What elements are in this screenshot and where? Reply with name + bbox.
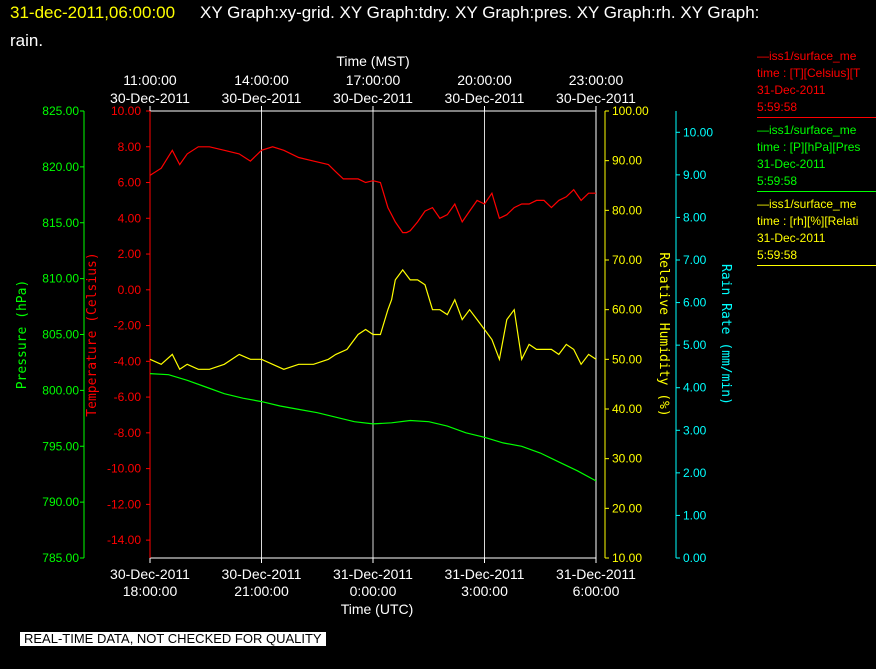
temperature-tick-label: -6.00 xyxy=(114,390,142,404)
x-bottom-tick-date: 31-Dec-2011 xyxy=(445,566,525,582)
pressure-tick-label: 825.00 xyxy=(42,104,79,118)
legend-time: 5:59:58 xyxy=(757,100,798,114)
humidity-tick-label: 90.00 xyxy=(612,154,642,168)
legend-variable: time : [rh][%][Relati xyxy=(757,214,859,228)
legend-date: 31-Dec-2011 xyxy=(757,231,826,245)
x-bottom-tick-date: 31-Dec-2011 xyxy=(556,566,636,582)
rain-tick-label: 7.00 xyxy=(683,253,707,267)
pressure-tick-label: 790.00 xyxy=(42,495,79,509)
legend-separator xyxy=(757,191,876,192)
legend-date: 31-Dec-2011 xyxy=(757,157,826,171)
legend-separator xyxy=(757,117,876,118)
pressure-tick-label: 800.00 xyxy=(42,383,79,397)
x-top-tick-date: 30-Dec-2011 xyxy=(222,90,302,106)
rain-tick-label: 0.00 xyxy=(683,551,707,565)
x-top-tick-date: 30-Dec-2011 xyxy=(333,90,413,106)
x-top-axis-title: Time (MST) xyxy=(336,53,409,69)
temperature-series-line xyxy=(149,146,596,234)
temperature-axis-title: Temperature (Celsius) xyxy=(85,252,100,416)
x-bottom-tick-time: 3:00:00 xyxy=(461,583,508,599)
x-bottom-tick-time: 0:00:00 xyxy=(350,583,397,599)
rain-tick-label: 10.00 xyxy=(683,125,713,139)
rain-tick-label: 3.00 xyxy=(683,423,707,437)
x-top-tick-date: 30-Dec-2011 xyxy=(110,90,190,106)
header-graph-titles: XY Graph:xy-grid. XY Graph:tdry. XY Grap… xyxy=(200,3,760,22)
legend-series-label: —iss1/surface_me xyxy=(757,197,857,211)
temperature-tick-label: 0.00 xyxy=(118,283,142,297)
humidity-tick-label: 20.00 xyxy=(612,501,642,515)
x-bottom-tick-time: 6:00:00 xyxy=(573,583,620,599)
rain-tick-label: 6.00 xyxy=(683,296,707,310)
humidity-tick-label: 100.00 xyxy=(612,104,649,118)
legend-series-label: —iss1/surface_me xyxy=(757,49,857,63)
x-top-tick-date: 30-Dec-2011 xyxy=(556,90,636,106)
legend-time: 5:59:58 xyxy=(757,174,798,188)
rain-axis-title: Rain Rate (mm/min) xyxy=(718,264,733,405)
rain-tick-label: 5.00 xyxy=(683,338,707,352)
axes: 825.00 820.00 815.00 810.00 805.00 800.00 795.… xyxy=(15,104,733,565)
header-graph-titles-cont: rain. xyxy=(10,31,44,50)
pressure-tick-label: 805.00 xyxy=(42,328,79,342)
x-bottom-tick-time: 18:00:00 xyxy=(123,583,178,599)
x-bottom-tick-date: 30-Dec-2011 xyxy=(110,566,190,582)
temperature-tick-label: -2.00 xyxy=(114,319,142,333)
temperature-tick-label: -12.00 xyxy=(107,497,141,511)
legend-separator xyxy=(757,265,876,266)
temperature-tick-label: -4.00 xyxy=(114,354,142,368)
temperature-tick-label: 2.00 xyxy=(118,247,142,261)
humidity-tick-label: 80.00 xyxy=(612,203,642,217)
humidity-tick-label: 30.00 xyxy=(612,452,642,466)
x-top-tick-time: 20:00:00 xyxy=(457,72,512,88)
temperature-tick-label: 10.00 xyxy=(111,104,141,118)
pressure-tick-label: 785.00 xyxy=(42,551,79,565)
humidity-tick-label: 40.00 xyxy=(612,402,642,416)
humidity-series-line xyxy=(149,268,597,371)
x-top-tick-time: 23:00:00 xyxy=(569,72,624,88)
rain-tick-label: 8.00 xyxy=(683,210,707,224)
x-bottom-tick-date: 31-Dec-2011 xyxy=(333,566,413,582)
temperature-tick-label: -14.00 xyxy=(107,533,141,547)
pressure-series-line xyxy=(149,373,597,482)
pressure-tick-label: 815.00 xyxy=(42,216,79,230)
header-timestamp: 31-dec-2011,06:00:00 xyxy=(10,3,176,22)
series xyxy=(149,146,597,482)
temperature-tick-label: 6.00 xyxy=(118,176,142,190)
pressure-tick-label: 810.00 xyxy=(42,272,79,286)
quality-warning-banner: REAL-TIME DATA, NOT CHECKED FOR QUALITY xyxy=(20,632,326,646)
temperature-tick-label: 4.00 xyxy=(118,211,142,225)
legend-time: 5:59:58 xyxy=(757,248,798,262)
legend-variable: time : [P][hPa][Pres xyxy=(757,140,861,154)
legend-variable: time : [T][Celsius][T xyxy=(757,66,861,80)
rain-tick-label: 4.00 xyxy=(683,381,707,395)
humidity-tick-label: 50.00 xyxy=(612,352,642,366)
x-bottom-axis-title: Time (UTC) xyxy=(341,601,414,617)
x-bottom-tick-time: 21:00:00 xyxy=(234,583,289,599)
x-top-tick-time: 11:00:00 xyxy=(123,72,177,88)
legend-series-label: —iss1/surface_me xyxy=(757,123,857,137)
x-top-tick-time: 17:00:00 xyxy=(346,72,401,88)
temperature-tick-label: -8.00 xyxy=(114,426,142,440)
rain-tick-label: 9.00 xyxy=(683,168,707,182)
x-bottom-tick-date: 30-Dec-2011 xyxy=(222,566,302,582)
rain-tick-label: 1.00 xyxy=(683,508,707,522)
x-top-tick-date: 30-Dec-2011 xyxy=(445,90,525,106)
rain-tick-label: 2.00 xyxy=(683,466,707,480)
humidity-tick-label: 70.00 xyxy=(612,253,642,267)
legend-date: 31-Dec-2011 xyxy=(757,83,826,97)
pressure-tick-label: 820.00 xyxy=(42,160,79,174)
temperature-tick-label: -10.00 xyxy=(107,462,141,476)
temperature-tick-label: 8.00 xyxy=(118,140,142,154)
pressure-tick-label: 795.00 xyxy=(42,439,79,453)
x-top-tick-time: 14:00:00 xyxy=(234,72,289,88)
pressure-axis-title: Pressure (hPa) xyxy=(15,280,30,390)
x-axes: Time (MST) 11:00:00 30-Dec-2011 14:00:00 30-… xyxy=(110,53,636,617)
humidity-tick-label: 10.00 xyxy=(612,551,642,565)
humidity-tick-label: 60.00 xyxy=(612,303,642,317)
humidity-axis-title: Relative Humidity (%) xyxy=(656,252,671,416)
